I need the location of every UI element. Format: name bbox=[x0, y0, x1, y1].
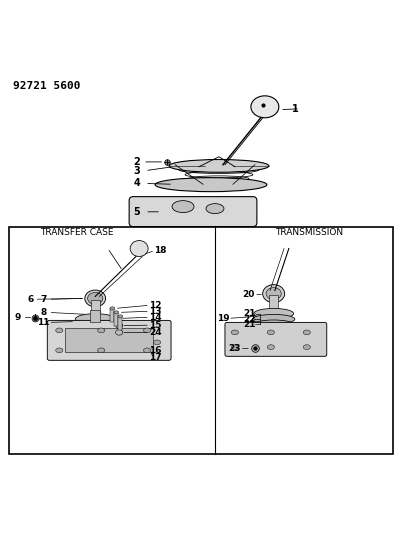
Ellipse shape bbox=[267, 330, 274, 335]
Text: TRANSMISSION: TRANSMISSION bbox=[274, 228, 342, 237]
Text: 23: 23 bbox=[228, 344, 240, 353]
Ellipse shape bbox=[265, 288, 281, 300]
FancyBboxPatch shape bbox=[47, 320, 171, 360]
Ellipse shape bbox=[56, 348, 63, 353]
Ellipse shape bbox=[172, 200, 194, 213]
Ellipse shape bbox=[97, 348, 105, 353]
Ellipse shape bbox=[114, 311, 118, 314]
Ellipse shape bbox=[267, 345, 274, 350]
Ellipse shape bbox=[85, 290, 105, 307]
Text: 19: 19 bbox=[216, 314, 229, 323]
Ellipse shape bbox=[250, 96, 278, 118]
Ellipse shape bbox=[253, 309, 293, 319]
Ellipse shape bbox=[253, 320, 293, 329]
Text: 14: 14 bbox=[148, 313, 161, 322]
Text: 24: 24 bbox=[148, 328, 161, 337]
Text: 2: 2 bbox=[134, 157, 140, 167]
Bar bbox=[269, 295, 277, 310]
Ellipse shape bbox=[115, 323, 122, 328]
Text: 21: 21 bbox=[243, 309, 255, 318]
Ellipse shape bbox=[231, 345, 238, 350]
Bar bbox=[91, 301, 99, 317]
Ellipse shape bbox=[262, 285, 284, 303]
Text: 1: 1 bbox=[291, 104, 298, 114]
Ellipse shape bbox=[302, 345, 310, 350]
FancyBboxPatch shape bbox=[129, 197, 256, 227]
FancyBboxPatch shape bbox=[225, 322, 326, 357]
Ellipse shape bbox=[143, 348, 150, 353]
Ellipse shape bbox=[75, 313, 115, 325]
Ellipse shape bbox=[252, 314, 294, 324]
Ellipse shape bbox=[155, 177, 266, 192]
Ellipse shape bbox=[169, 159, 268, 172]
Bar bbox=[118, 317, 122, 330]
Ellipse shape bbox=[143, 328, 150, 333]
Bar bbox=[90, 310, 100, 322]
Ellipse shape bbox=[97, 328, 105, 333]
Text: 92721 5600: 92721 5600 bbox=[13, 81, 81, 91]
Text: 3: 3 bbox=[134, 166, 140, 176]
Ellipse shape bbox=[87, 293, 103, 304]
Text: 11: 11 bbox=[37, 318, 49, 327]
Text: 9: 9 bbox=[14, 313, 20, 322]
Ellipse shape bbox=[130, 240, 148, 256]
Ellipse shape bbox=[231, 330, 238, 335]
Bar bbox=[65, 328, 153, 352]
Ellipse shape bbox=[205, 204, 223, 214]
Text: 7: 7 bbox=[40, 295, 47, 304]
Text: TRANSFER CASE: TRANSFER CASE bbox=[41, 228, 114, 237]
Text: 6: 6 bbox=[27, 295, 33, 304]
Ellipse shape bbox=[115, 329, 122, 335]
Bar bbox=[9, 227, 392, 454]
Text: 18: 18 bbox=[154, 246, 166, 255]
Ellipse shape bbox=[56, 328, 63, 333]
Text: 13: 13 bbox=[148, 306, 161, 316]
Text: 20: 20 bbox=[242, 290, 255, 299]
Ellipse shape bbox=[153, 340, 160, 345]
Bar bbox=[114, 312, 118, 326]
Text: 15: 15 bbox=[148, 321, 161, 330]
Bar bbox=[110, 309, 114, 322]
Text: 12: 12 bbox=[148, 301, 161, 310]
Text: 22: 22 bbox=[243, 314, 255, 324]
Text: 17: 17 bbox=[148, 353, 161, 362]
Text: 21: 21 bbox=[243, 320, 255, 329]
Text: 4: 4 bbox=[134, 179, 140, 189]
Text: 16: 16 bbox=[148, 346, 161, 355]
Text: 5: 5 bbox=[134, 207, 140, 217]
Text: 8: 8 bbox=[40, 308, 47, 317]
Ellipse shape bbox=[302, 330, 310, 335]
Ellipse shape bbox=[110, 307, 114, 310]
Ellipse shape bbox=[117, 315, 122, 318]
